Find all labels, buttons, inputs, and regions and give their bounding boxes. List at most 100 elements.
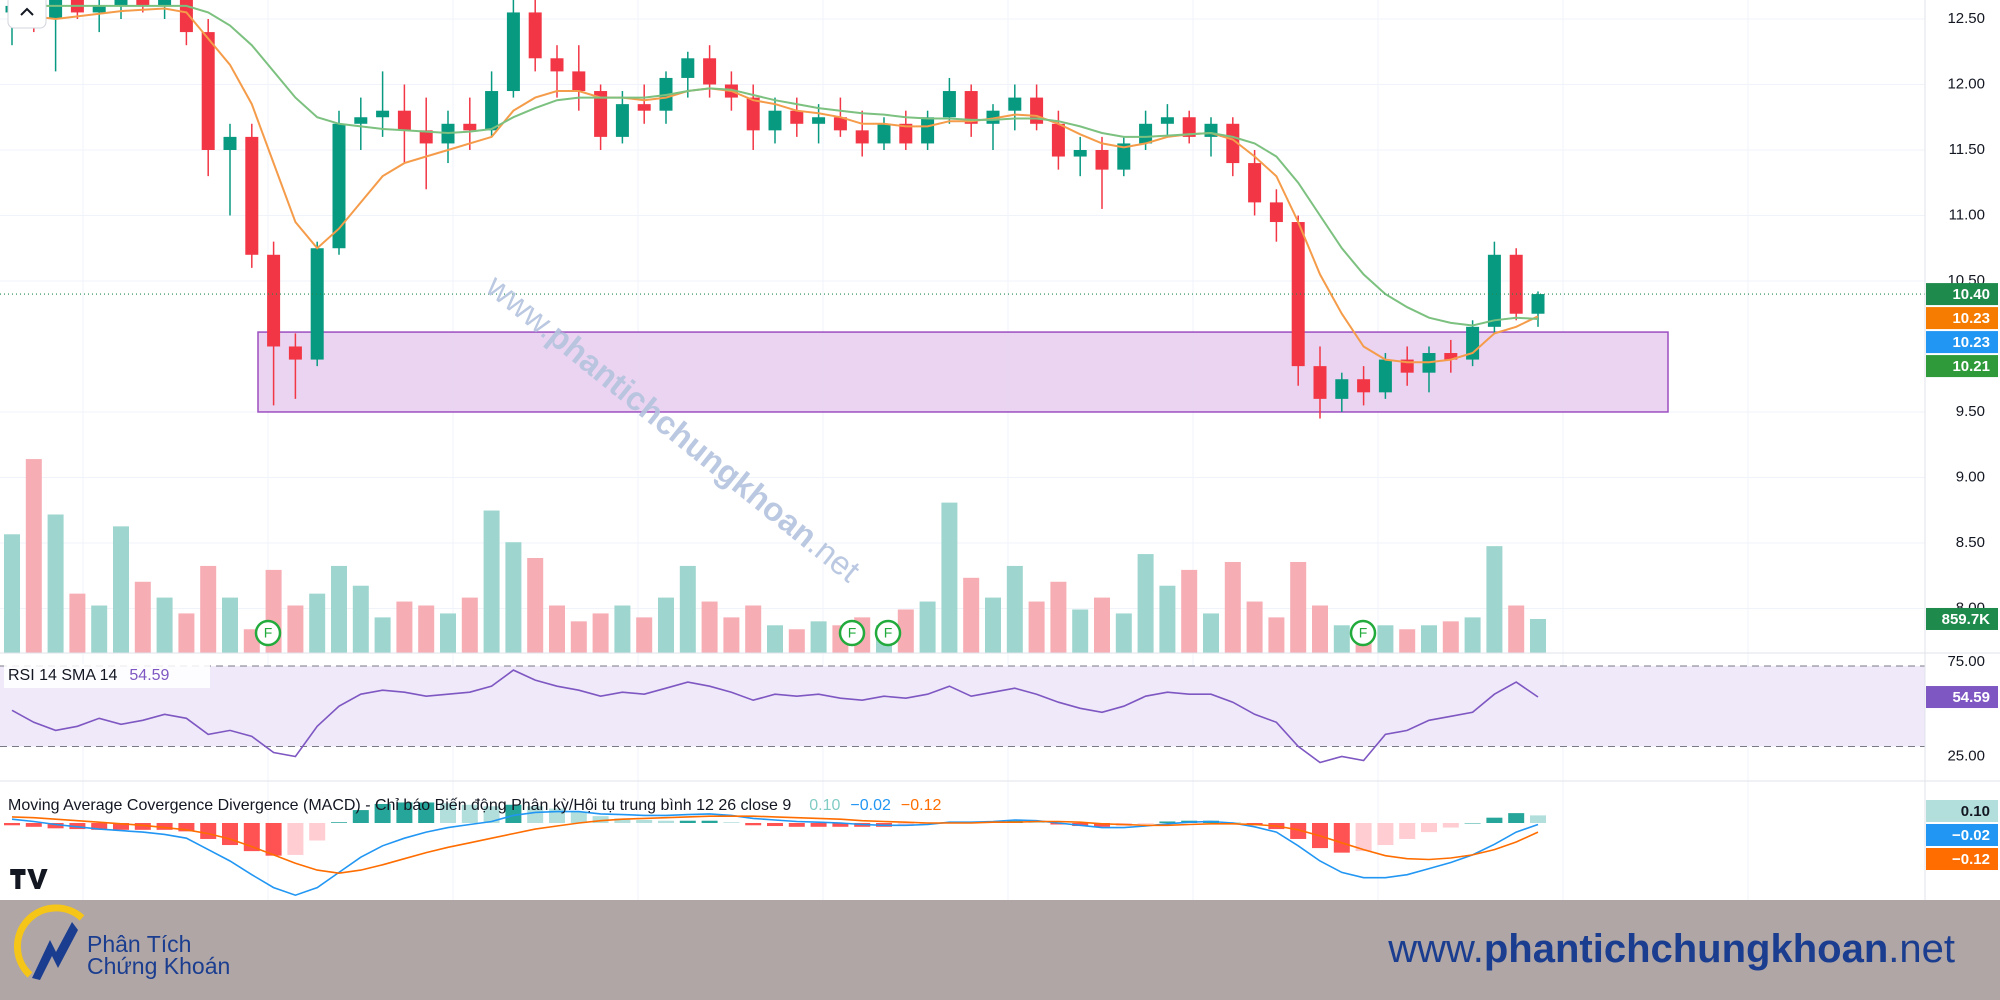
macd-histogram-bar [1333,822,1350,853]
volume-bar [592,613,609,653]
volume-bar [1442,621,1459,653]
macd-histogram-bar [636,819,653,823]
volume-bar [374,617,391,653]
volume-bar [4,534,20,653]
macd-histogram-bar [658,820,674,823]
macd-histogram-bar [331,822,347,823]
candle-body [1226,123,1240,164]
volume-bar [1137,554,1154,653]
candle-body [768,110,782,131]
main-layer [0,0,1925,897]
candle-body [681,58,695,78]
volume-bar [47,514,64,653]
macd-histogram-bar [1290,822,1307,839]
candle-body [223,136,237,150]
candle-body [1269,202,1283,223]
banner [0,900,2000,1000]
candle-body [92,5,106,13]
macd-label-box [1926,800,1998,822]
rsi-band [0,666,1925,747]
candle-body [637,104,651,111]
volume-bar [309,593,326,653]
collapse-button[interactable] [7,0,47,29]
macd-histogram-bar [1464,822,1481,824]
macd-histogram-bar [1028,822,1045,823]
macd-histogram-bar [1442,822,1459,828]
volume-bar [788,629,805,653]
logo-arc [13,904,85,978]
event-marker-label: F [264,625,273,641]
volume-bar [505,542,522,653]
macd-signal-value: −0.12 [901,797,942,814]
collapse-icon [20,7,34,16]
event-marker [1349,619,1377,647]
volume-bar [614,605,631,653]
candle-body [1444,353,1458,360]
zone [257,331,1669,413]
macd-histogram-bar [1377,822,1394,846]
volume-bar [810,621,827,653]
candle-body [550,58,564,72]
candle-body [179,0,193,33]
macd-histogram-bar [483,806,500,823]
macd-histogram-bar [505,804,522,823]
candle-body [528,12,542,59]
volume-bar [440,613,456,653]
volume-bar [1268,617,1285,653]
candle-body [1095,149,1109,170]
volume-bar [658,597,674,653]
candle-body [332,123,346,249]
volume-bar [1224,561,1241,653]
rsi-line [11,669,1539,764]
macd-histogram-bar [374,803,391,823]
macd-histogram-bar [1486,817,1503,823]
candle-body [855,130,869,144]
macd-histogram-bar [309,822,326,841]
candle-body [812,117,826,124]
volume-bar [1028,601,1045,653]
volume-bar [113,526,129,653]
macd-histogram-bar [1159,821,1176,823]
event-marker-label: F [884,625,893,641]
volume-bar [1181,569,1198,653]
volume-bar [679,565,696,653]
rsi-tick-label: 75.00 [1947,653,1985,670]
macd-histogram-bar [440,803,456,823]
macd-histogram-bar [570,811,587,823]
candle-body [746,97,760,131]
volume-bar [527,558,544,653]
macd-histogram-bar [418,802,435,823]
macd-histogram-bar [701,820,718,823]
url-suffix: .net [1888,927,1955,971]
price-label: 10.23 [1952,334,1990,351]
candle-body [463,123,477,131]
volume-bar [461,597,478,653]
candle-body [877,123,891,144]
macd-histogram-bar [4,822,20,826]
volume-bar [134,581,151,653]
y-tick-label: 12.00 [1947,75,1985,92]
macd-histogram-bar [134,822,151,830]
logo-mark [32,922,78,980]
volume-bar [636,617,653,653]
candle-body [1378,359,1392,393]
macd-histogram-bar [767,822,783,827]
candle-body [1160,117,1174,124]
volume-bar [919,601,936,653]
candle-body [1117,143,1131,170]
macd-histogram-bar [287,822,304,855]
candle-body [1531,294,1545,314]
macd-histogram-bar [91,822,108,830]
volume-bar [1486,546,1503,653]
y-tick-label: 11.00 [1949,206,1985,223]
volume-bar [767,625,783,653]
macd-histogram-bar [113,822,129,830]
candle-body [1073,149,1087,157]
price-label-box [1926,355,1998,378]
macd-histogram-bar [1355,822,1372,852]
candle-body [1357,379,1371,393]
candle-body [1051,123,1065,157]
price-label-box [1926,283,1998,306]
candle-body [267,254,281,347]
